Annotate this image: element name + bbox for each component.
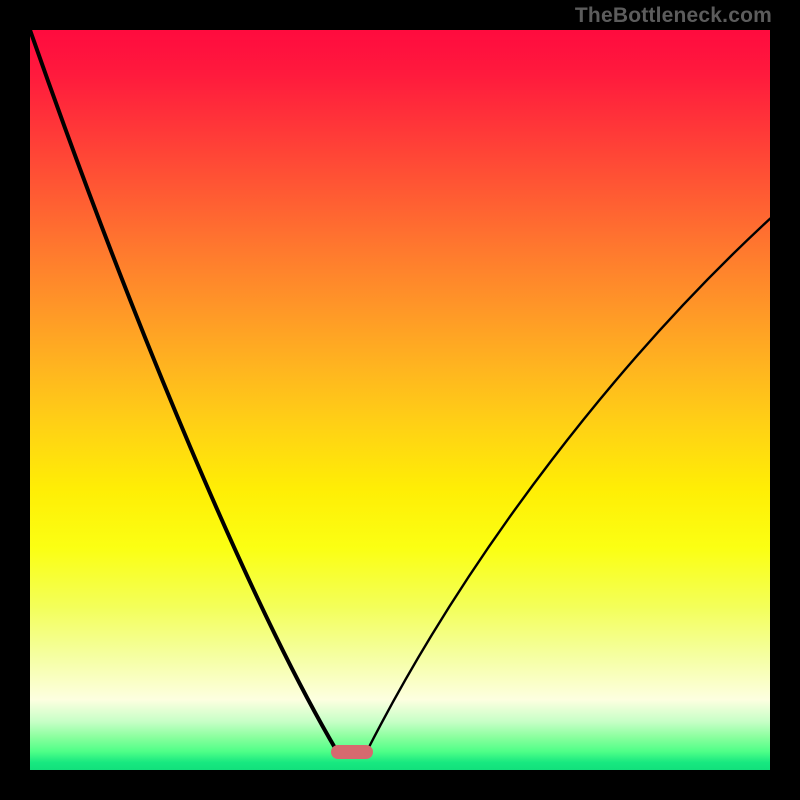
- plot-area: [30, 30, 770, 770]
- heatmap-gradient: [30, 30, 770, 770]
- watermark-text: TheBottleneck.com: [575, 4, 772, 28]
- optimal-point-marker: [331, 745, 373, 759]
- chart-frame: TheBottleneck.com: [0, 0, 800, 800]
